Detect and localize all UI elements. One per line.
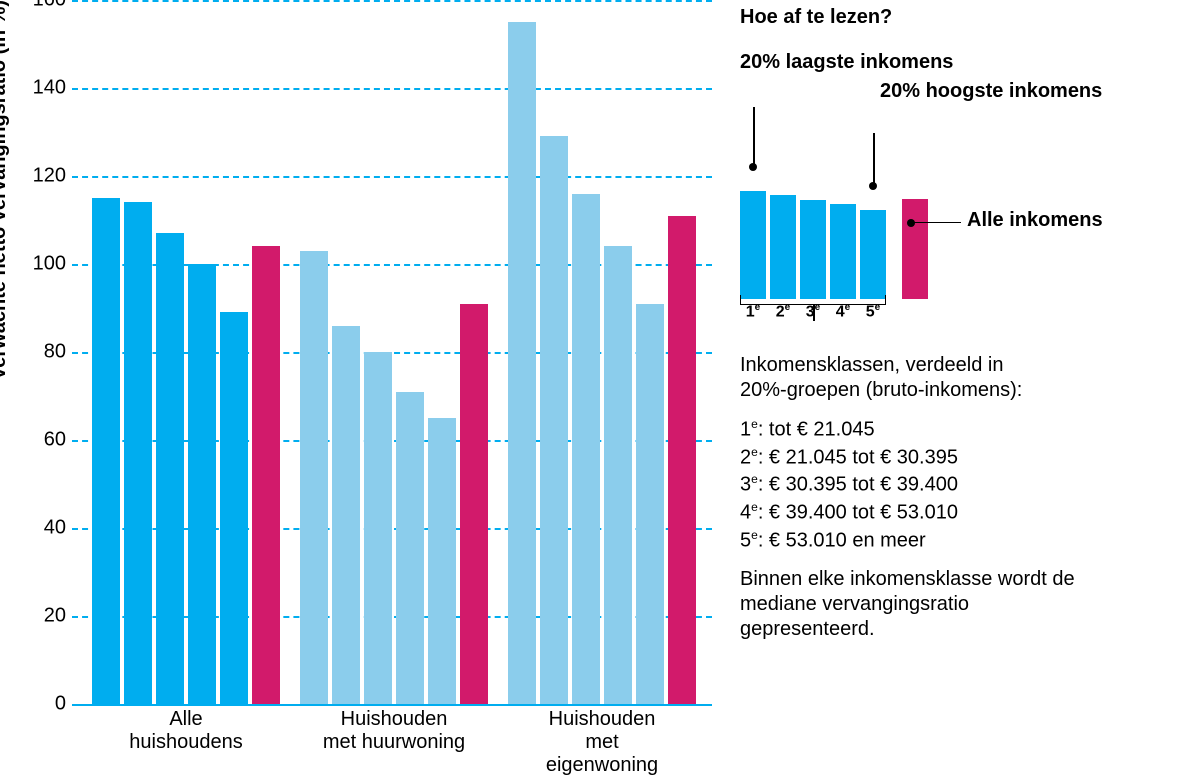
footnote-3: gepresenteerd. [740,617,1160,642]
y-tick-label: 60 [32,429,66,452]
bar [572,194,600,704]
y-tick-label: 0 [32,693,66,716]
y-tick-label: 140 [32,77,66,100]
legend-title: Hoe af te lezen? [740,6,1160,29]
legend-bar [860,210,886,299]
bar-group [508,0,696,704]
y-axis-label: Verwachte netto vervangingsratio (in %) [0,0,11,380]
bar [604,246,632,704]
bar [188,264,216,704]
income-class-line: 3e: € 30.395 tot € 39.400 [740,472,1160,498]
bar [220,312,248,704]
bar [668,216,696,704]
income-class-line: 4e: € 39.400 tot € 53.010 [740,500,1160,526]
bar [460,304,488,704]
bar-group [92,0,280,704]
income-class-line: 5e: € 53.010 en meer [740,528,1160,554]
legend-panel: Hoe af te lezen? 20% laagste inkomens 20… [740,6,1160,642]
income-class-list: 1e: tot € 21.0452e: € 21.045 tot € 30.39… [740,417,1160,553]
bar [332,326,360,704]
income-class-line: 1e: tot € 21.045 [740,417,1160,443]
bracket [740,295,886,305]
y-tick-label: 120 [32,165,66,188]
bar [428,418,456,704]
legend-bar [770,195,796,299]
bar [92,198,120,704]
x-category-label: Huishoudenmet huurwoning [323,704,465,754]
highest-incomes-label: 20% hoogste inkomens [880,80,1160,103]
footnote-2: mediane vervangingsratio [740,592,1160,617]
bar [124,202,152,704]
bar [396,392,424,704]
legend-bar [800,200,826,299]
main-chart: Verwachte netto vervangingsratio (in %) … [0,0,730,775]
bar [540,136,568,704]
legend-mini-chart: 1e2e3e4e5eAlle inkomens [740,143,1040,321]
x-category-label: Huishoudenmet eigenwoning [546,704,658,777]
bar [508,22,536,704]
legend-bar [740,191,766,299]
bar [300,251,328,704]
legend-bar [830,204,856,299]
bar-group [300,0,488,704]
plot-area: 020406080100120140160AllehuishoudensHuis… [72,0,712,704]
bar [156,233,184,704]
bar [364,352,392,704]
y-tick-label: 100 [32,253,66,276]
footnote-1: Binnen elke inkomensklasse wordt de [740,567,1160,592]
y-tick-label: 40 [32,517,66,540]
legend-all-bar [902,199,928,299]
y-tick-label: 80 [32,341,66,364]
classes-intro-1: Inkomensklassen, verdeeld in [740,353,1160,378]
bar [636,304,664,704]
y-tick-label: 160 [32,0,66,12]
lowest-incomes-label: 20% laagste inkomens [740,51,1160,74]
income-class-line: 2e: € 21.045 tot € 30.395 [740,445,1160,471]
y-tick-label: 20 [32,605,66,628]
x-category-label: Allehuishoudens [129,704,242,754]
classes-intro-2: 20%-groepen (bruto-inkomens): [740,378,1160,403]
bar [252,246,280,704]
all-incomes-label: Alle inkomens [967,209,1103,232]
